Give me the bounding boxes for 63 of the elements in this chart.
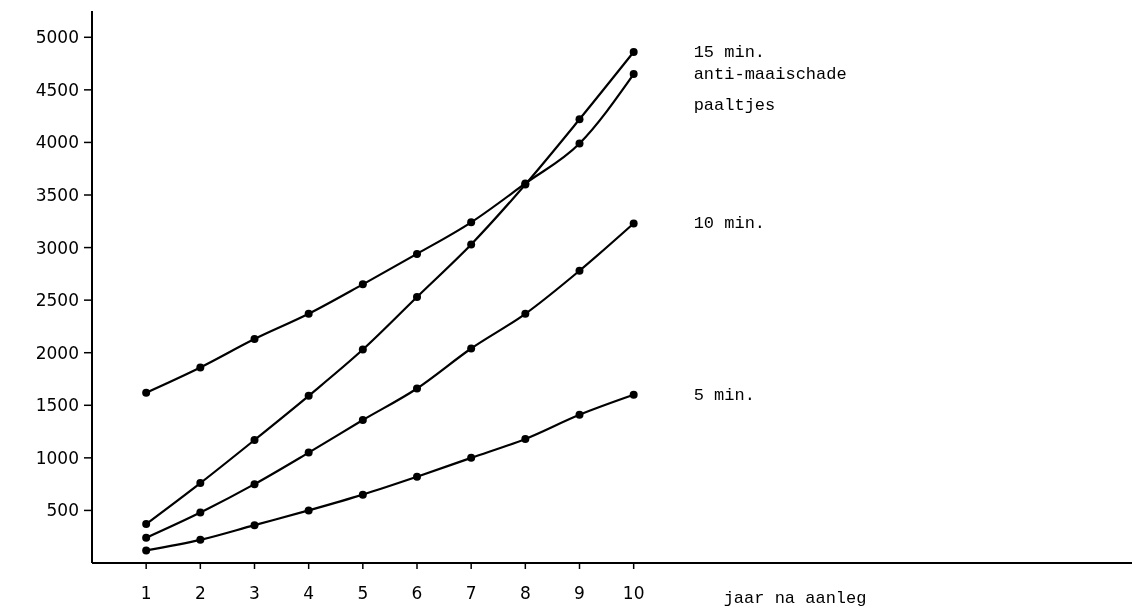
point <box>629 390 638 399</box>
text: 5 min. <box>693 385 755 405</box>
point <box>304 448 313 457</box>
point <box>358 416 367 425</box>
point <box>196 479 205 488</box>
point <box>250 335 259 344</box>
point <box>575 115 584 124</box>
x-tick-label: 4 <box>303 583 315 603</box>
point <box>250 521 259 530</box>
y-tick-label: 1000 <box>35 447 79 468</box>
y-tick-label: 1500 <box>35 395 79 416</box>
x-tick-label: 6 <box>411 583 423 603</box>
point <box>196 508 205 517</box>
point <box>575 410 584 419</box>
x-axis-title: jaar na aanleg <box>723 589 867 608</box>
y-tick-label: 3500 <box>35 185 79 205</box>
point <box>142 388 151 397</box>
point <box>467 218 476 227</box>
point <box>413 384 421 393</box>
point <box>142 533 151 542</box>
point <box>629 48 638 57</box>
point <box>629 219 638 228</box>
y-tick-label: 2500 <box>35 290 79 311</box>
point <box>304 309 313 318</box>
point <box>358 490 367 499</box>
x-tick-label: 1 <box>140 583 152 603</box>
x-tick-label: 10 <box>622 583 645 603</box>
point <box>629 70 638 79</box>
point <box>304 391 313 400</box>
point <box>467 453 476 462</box>
point <box>575 266 584 275</box>
point <box>142 520 151 529</box>
point <box>413 249 421 258</box>
x-tick-label: 5 <box>357 583 369 603</box>
x-tick-label: 7 <box>465 583 477 603</box>
point <box>521 309 530 318</box>
point <box>413 292 421 301</box>
point <box>250 480 259 489</box>
y-tick-label: 5000 <box>35 27 79 48</box>
point <box>196 535 205 544</box>
y-tick-label: 500 <box>46 500 79 521</box>
x-tick-label: 3 <box>249 583 260 603</box>
point <box>358 280 367 289</box>
point <box>467 344 476 353</box>
y-tick-label: 4000 <box>35 132 79 153</box>
point <box>196 363 205 372</box>
text: 10 min. <box>693 214 766 234</box>
point <box>521 434 530 443</box>
point <box>413 472 421 481</box>
x-tick-label: 9 <box>574 583 585 603</box>
point <box>304 506 313 515</box>
text: anti-maaischade paaltjes <box>693 65 847 116</box>
point <box>358 345 367 354</box>
point <box>142 546 151 555</box>
y-tick-label: 4500 <box>35 79 79 100</box>
text: 15 min. <box>693 43 766 63</box>
point <box>575 139 584 148</box>
point <box>467 240 476 249</box>
y-tick-label: 3000 <box>35 237 79 258</box>
x-tick-label: 2 <box>194 583 206 603</box>
y-tick-label: 2000 <box>35 342 79 363</box>
point <box>250 435 259 444</box>
x-tick-label: 8 <box>519 583 531 603</box>
